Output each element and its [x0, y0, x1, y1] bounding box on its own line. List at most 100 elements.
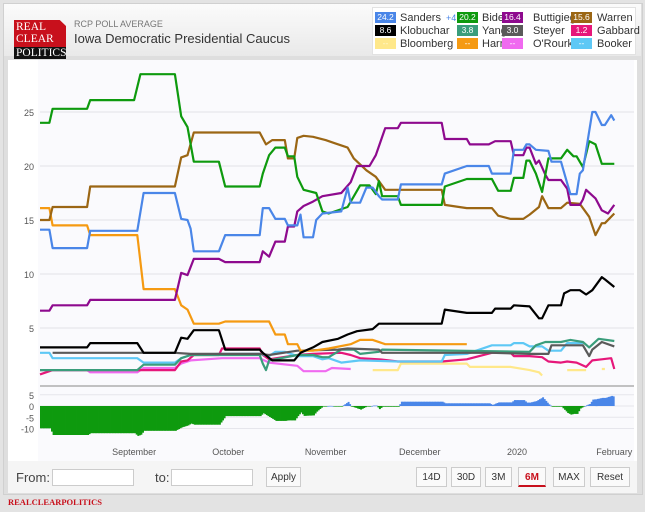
- spread-bar: [473, 403, 476, 406]
- spread-bar: [349, 404, 352, 406]
- spread-bar: [41, 406, 44, 429]
- range-6m-button[interactable]: 6M: [518, 467, 546, 487]
- legend-item-gabbard[interactable]: Gabbard: [597, 25, 640, 37]
- spread-bar: [102, 406, 105, 434]
- spread-bar: [251, 406, 254, 417]
- spread-bar: [374, 405, 377, 407]
- spread-bar: [534, 401, 537, 406]
- spread-bar: [284, 406, 287, 421]
- legend-item-klobuchar[interactable]: Klobuchar: [400, 25, 450, 37]
- from-date-input[interactable]: [52, 469, 134, 486]
- spread-bar: [266, 406, 268, 416]
- legend-name: O'Rourke: [533, 38, 580, 50]
- spread-bar: [198, 406, 201, 425]
- legend-item-booker[interactable]: Booker: [597, 38, 632, 50]
- series-line-orourke: [40, 357, 351, 374]
- spread-bar: [606, 397, 609, 406]
- legend-item-sanders[interactable]: Sanders +4.0: [400, 12, 464, 24]
- spread-bar: [463, 403, 466, 406]
- spread-bar: [160, 406, 163, 431]
- spread-bar: [353, 406, 356, 408]
- spread-bar: [440, 401, 443, 406]
- rcp-logo[interactable]: REAL CLEAR POLITICS: [14, 20, 66, 59]
- legend-item-steyer[interactable]: Steyer: [533, 25, 565, 37]
- spread-bar: [91, 406, 94, 434]
- spread-bar: [517, 400, 519, 406]
- spread-bar: [140, 406, 143, 435]
- legend-item-orourke[interactable]: O'Rourke: [533, 38, 579, 50]
- spread-bar: [368, 406, 370, 407]
- spread-bar: [382, 406, 385, 407]
- y-tick-label: 15: [24, 216, 34, 226]
- range-30d-button[interactable]: 30D: [451, 467, 481, 487]
- range-max-button[interactable]: MAX: [553, 467, 585, 487]
- spread-bar: [192, 406, 195, 425]
- spread-bar: [539, 399, 541, 406]
- spread-bar: [369, 406, 372, 407]
- spread-bar: [214, 406, 217, 425]
- spread-bar: [424, 401, 427, 406]
- footer-brand[interactable]: REALCLEARPOLITICS: [8, 497, 102, 507]
- y-tick-label: 10: [24, 270, 34, 280]
- spread-bar: [520, 400, 523, 406]
- spread-bar: [418, 401, 421, 406]
- spread-bar: [54, 406, 57, 435]
- spread-bar: [121, 406, 124, 434]
- spread-bar: [545, 400, 548, 406]
- reset-button[interactable]: Reset: [590, 467, 630, 487]
- spread-bar: [112, 406, 115, 434]
- spread-bar: [570, 406, 573, 415]
- spread-bar: [581, 406, 584, 408]
- spread-bar: [314, 406, 317, 414]
- spread-bar: [168, 406, 171, 431]
- to-date-input[interactable]: [171, 469, 253, 486]
- x-tick-label: November: [305, 447, 347, 457]
- legend-item-yang[interactable]: Yang: [482, 25, 507, 37]
- spread-bar: [223, 406, 226, 419]
- spread-bar: [190, 406, 193, 424]
- spread-bar: [426, 401, 428, 406]
- spread-bar: [524, 401, 527, 406]
- spread-bar: [385, 406, 388, 407]
- spread-bar: [113, 406, 116, 434]
- spread-bar: [164, 406, 166, 431]
- spread-bar: [62, 406, 64, 435]
- spread-bar: [383, 406, 386, 407]
- spread-bar: [231, 406, 234, 417]
- spread-bar: [490, 404, 493, 406]
- spread-bar: [357, 406, 359, 409]
- spread-bar: [529, 402, 532, 406]
- spread-bar: [242, 406, 245, 417]
- spread-bar: [104, 406, 107, 434]
- spread-bar: [286, 406, 289, 421]
- spread-bar: [554, 406, 557, 407]
- spread-bar: [52, 406, 55, 435]
- spread-bar: [253, 406, 256, 417]
- spread-bar: [273, 406, 276, 420]
- spread-bar: [407, 401, 410, 406]
- legend-item-warren[interactable]: Warren: [597, 12, 633, 24]
- spread-bar: [372, 405, 375, 407]
- spread-bar: [218, 406, 221, 425]
- legend-value-biden: 20.2: [457, 12, 478, 23]
- legend-name: Sanders: [400, 12, 441, 24]
- spread-bar: [350, 406, 353, 407]
- spread-bar: [99, 406, 102, 434]
- range-3m-button[interactable]: 3M: [485, 467, 512, 487]
- range-14d-button[interactable]: 14D: [416, 467, 447, 487]
- spread-bar: [294, 406, 297, 421]
- legend-item-bloomberg[interactable]: Bloomberg: [400, 38, 453, 50]
- from-label: From:: [16, 470, 50, 485]
- apply-button[interactable]: Apply: [266, 467, 301, 487]
- spread-bar: [239, 406, 242, 417]
- spread-bar: [604, 397, 607, 406]
- series-line-gabbard: [39, 347, 616, 376]
- spread-bar: [512, 401, 515, 406]
- spread-bar: [358, 406, 361, 409]
- spread-bar: [276, 406, 279, 421]
- spread-bar: [336, 406, 339, 407]
- spread-bar: [201, 406, 204, 425]
- legend-item-buttigieg[interactable]: Buttigieg: [533, 12, 576, 24]
- spread-bar: [225, 406, 228, 417]
- spread-bar: [264, 406, 267, 415]
